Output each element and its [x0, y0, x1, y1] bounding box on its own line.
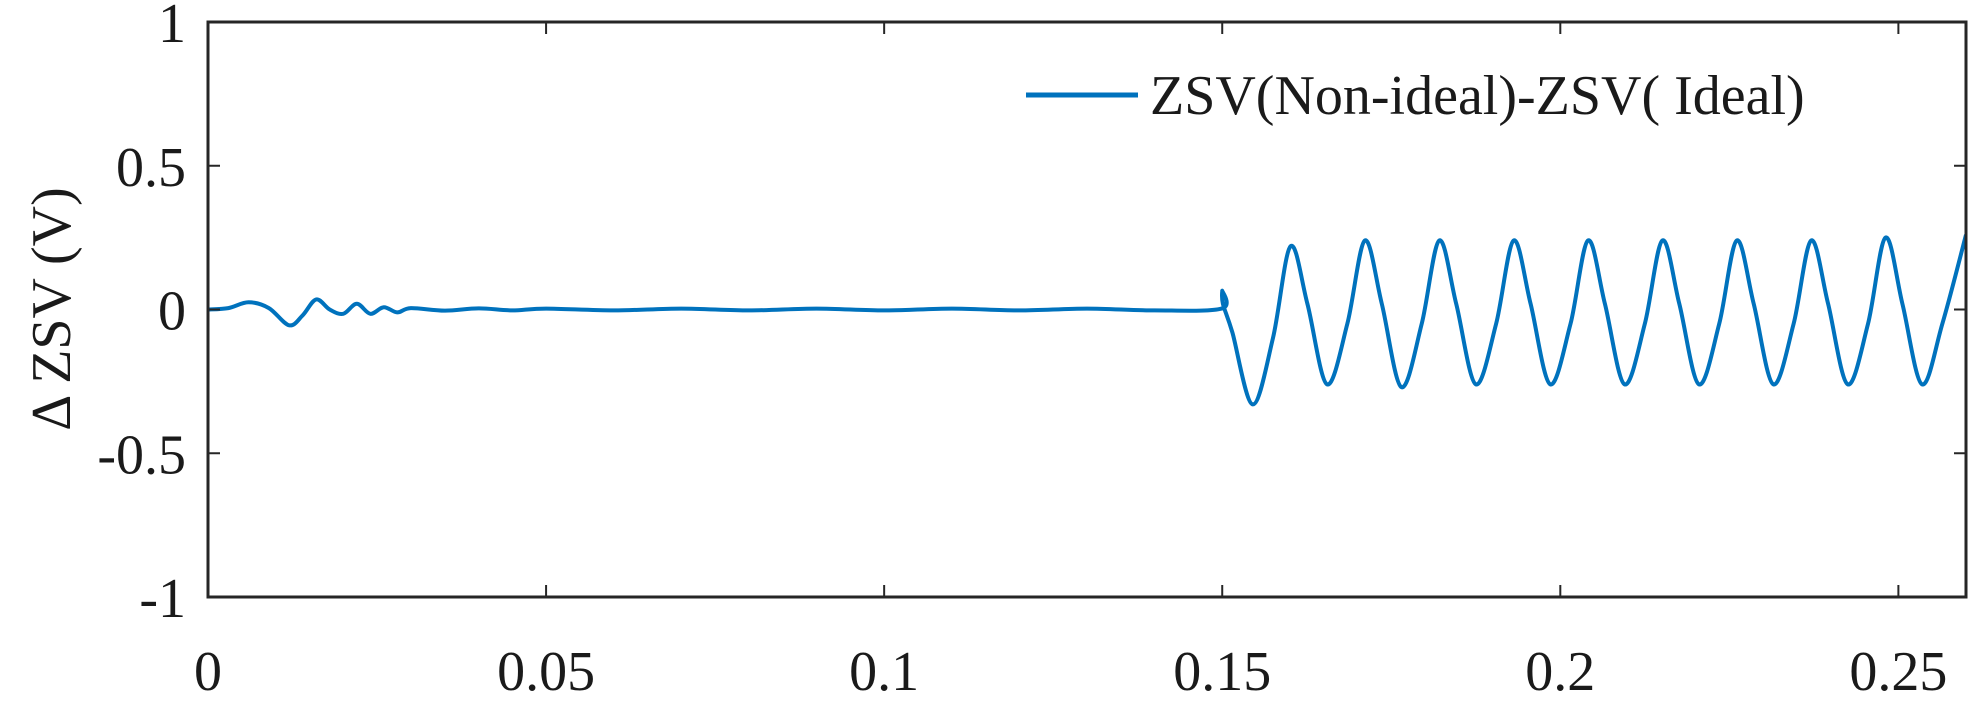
x-tick-labels: 0 0.05 0.1 0.15 0.2 0.25 — [194, 641, 1947, 703]
y-tick-labels: 1 0.5 0 -0.5 -1 — [97, 0, 186, 630]
legend: ZSV(Non-ideal)-ZSV( Ideal) — [1026, 65, 1805, 127]
plot-frame — [206, 20, 1968, 599]
y-tick-label: 0 — [158, 281, 186, 343]
legend-label: ZSV(Non-ideal)-ZSV( Ideal) — [1150, 65, 1805, 127]
y-tick-label: 1 — [158, 0, 186, 55]
x-tick-label: 0 — [194, 641, 222, 703]
plot-data-layer — [208, 234, 1966, 407]
y-tick-label: -0.5 — [97, 424, 186, 486]
x-tick-label: 0.1 — [849, 641, 919, 703]
series-line-0 — [208, 234, 1966, 407]
y-axis-label: Δ ZSV (V) — [21, 187, 83, 430]
x-tick-label: 0.05 — [497, 641, 595, 703]
x-tick-label: 0.2 — [1525, 641, 1595, 703]
y-tick-label: -1 — [139, 568, 186, 630]
x-tick-label: 0.15 — [1173, 641, 1271, 703]
x-tick-label: 0.25 — [1849, 641, 1947, 703]
y-tick-label: 0.5 — [116, 137, 186, 199]
